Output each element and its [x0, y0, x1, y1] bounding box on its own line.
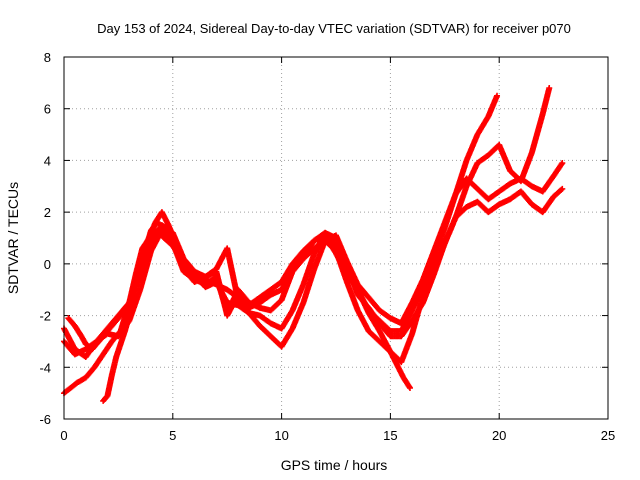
y-tick-label: -2 — [39, 309, 51, 324]
y-tick-label: -4 — [39, 360, 51, 375]
axis-ticks: 0 5 10 15 20 25 -6 -4 -2 0 2 4 6 8 — [39, 50, 615, 443]
grid-lines — [64, 57, 608, 419]
chart-title: Day 153 of 2024, Sidereal Day-to-day VTE… — [97, 21, 571, 36]
x-tick-label: 20 — [492, 428, 506, 443]
y-axis-label: SDTVAR / TECUs — [5, 182, 21, 294]
data-point-marker — [559, 185, 566, 192]
x-tick-label: 15 — [383, 428, 397, 443]
x-axis-label: GPS time / hours — [281, 457, 388, 473]
x-tick-label: 5 — [169, 428, 176, 443]
plot-frame — [63, 56, 609, 420]
y-tick-label: 4 — [44, 153, 51, 168]
data-point-marker — [494, 92, 501, 99]
y-tick-label: 8 — [44, 50, 51, 65]
y-tick-label: 0 — [44, 257, 51, 272]
data-point-marker — [558, 186, 565, 193]
data-points — [61, 85, 566, 404]
data-point-marker — [559, 160, 566, 167]
series-track-5 — [65, 85, 553, 353]
data-point-marker — [546, 85, 553, 92]
y-tick-label: -6 — [39, 412, 51, 427]
x-tick-label: 25 — [601, 428, 615, 443]
y-tick-label: 2 — [44, 205, 51, 220]
x-tick-label: 0 — [60, 428, 67, 443]
data-point-marker — [406, 384, 413, 391]
y-tick-label: 6 — [44, 102, 51, 117]
x-tick-label: 10 — [274, 428, 288, 443]
